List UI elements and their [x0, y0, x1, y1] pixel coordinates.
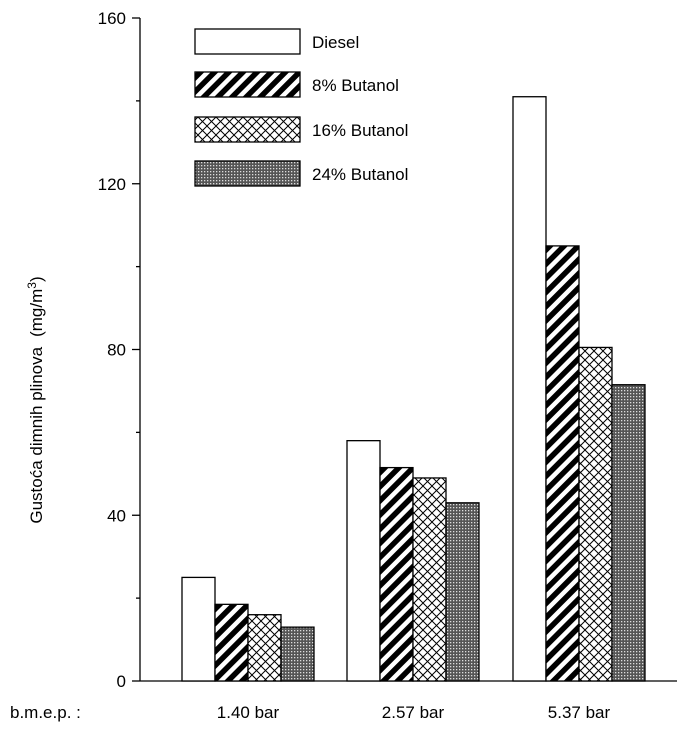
bar	[214, 603, 249, 682]
x-tick-label: 5.37 bar	[548, 703, 611, 722]
y-tick-label: 0	[117, 672, 126, 691]
legend-swatch	[194, 116, 301, 143]
legend-label: 8% Butanol	[312, 76, 399, 95]
bar	[545, 245, 580, 682]
legend-label: 16% Butanol	[312, 121, 408, 140]
bar	[611, 384, 646, 682]
x-tick-label: 1.40 bar	[217, 703, 280, 722]
legend-label: 24% Butanol	[312, 165, 408, 184]
x-tick-label: 2.57 bar	[382, 703, 445, 722]
bar	[181, 576, 216, 682]
legend-swatch	[194, 71, 301, 98]
bar	[280, 626, 315, 682]
bar	[578, 346, 613, 682]
y-tick-label: 160	[98, 9, 126, 28]
bar	[412, 477, 447, 682]
y-tick-label: 120	[98, 175, 126, 194]
legend-swatch	[194, 160, 301, 187]
bar	[247, 614, 282, 682]
bar	[512, 96, 547, 682]
bars	[181, 96, 646, 682]
bar	[445, 502, 480, 682]
legend-label: Diesel	[312, 33, 359, 52]
bar	[346, 440, 381, 682]
bar	[379, 466, 414, 682]
legend-swatch	[194, 28, 301, 55]
legend: Diesel 8% Butanol 16% Butanol 24% Butanol	[194, 28, 408, 187]
y-tick-label: 80	[107, 341, 126, 360]
x-axis-labels: b.m.e.p. : 1.40 bar 2.57 bar 5.37 bar	[10, 703, 611, 722]
y-tick-label: 40	[107, 506, 126, 525]
x-axis-prefix-label: b.m.e.p. :	[10, 703, 81, 722]
y-axis-label: Gustoća dimnih plinova(mg/m3)	[25, 276, 46, 523]
